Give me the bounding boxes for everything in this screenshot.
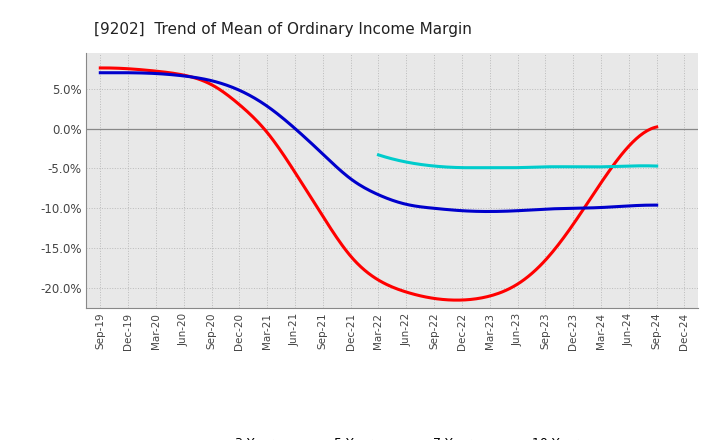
- Legend: 3 Years, 5 Years, 7 Years, 10 Years: 3 Years, 5 Years, 7 Years, 10 Years: [195, 432, 590, 440]
- Text: [9202]  Trend of Mean of Ordinary Income Margin: [9202] Trend of Mean of Ordinary Income …: [94, 22, 472, 37]
